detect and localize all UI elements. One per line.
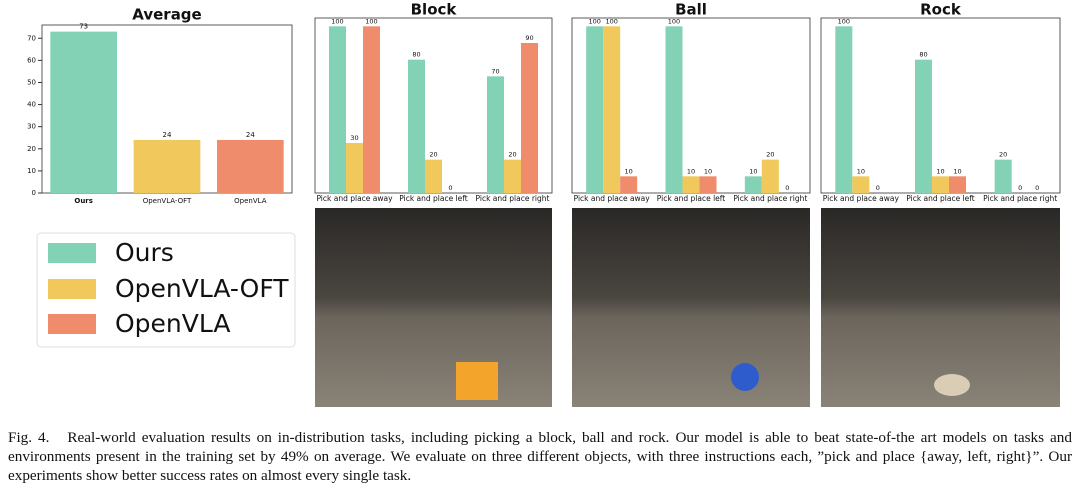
- value-label: 80: [412, 51, 420, 59]
- bar: [133, 139, 201, 193]
- legend-swatch: [48, 279, 96, 299]
- y-tick-label: 20: [27, 145, 36, 153]
- value-label: 0: [1018, 184, 1022, 192]
- bar: [761, 159, 779, 193]
- legend-swatch: [48, 314, 96, 334]
- x-tick-label: Pick and place left: [399, 194, 468, 203]
- bar: [408, 59, 425, 193]
- value-label: 70: [491, 67, 499, 75]
- value-label: 73: [79, 23, 88, 31]
- x-tick-label: Ours: [74, 197, 93, 205]
- bar: [425, 159, 442, 193]
- value-label: 100: [331, 17, 343, 25]
- chart-title: Block: [411, 1, 458, 19]
- block-object: [456, 362, 498, 400]
- value-label: 10: [749, 167, 757, 175]
- y-tick-label: 0: [32, 189, 36, 197]
- photo-block: [315, 208, 552, 407]
- value-label: 20: [766, 151, 774, 159]
- y-tick-label: 70: [27, 34, 36, 42]
- x-tick-label: Pick and place right: [476, 194, 550, 203]
- rock-object: [934, 374, 970, 396]
- bar: [50, 31, 118, 194]
- x-tick-label: Pick and place left: [657, 194, 726, 203]
- bar: [363, 26, 380, 194]
- bar: [665, 26, 683, 194]
- value-label: 100: [838, 17, 850, 25]
- x-tick-label: Pick and place away: [316, 194, 393, 203]
- bar: [603, 26, 621, 194]
- y-tick-label: 30: [27, 123, 36, 131]
- x-tick-label: Pick and place right: [733, 194, 807, 203]
- caption: Fig. 4. Real-world evaluation results on…: [8, 428, 1072, 485]
- bar: [852, 176, 870, 193]
- y-tick-label: 50: [27, 78, 36, 86]
- bar: [932, 176, 949, 193]
- photo-ball: [572, 208, 810, 407]
- bar: [329, 26, 346, 194]
- value-label: 10: [953, 167, 961, 175]
- value-label: 0: [785, 184, 789, 192]
- caption-label: Fig. 4.: [8, 429, 50, 446]
- bar: [915, 59, 932, 193]
- chart-title: Rock: [920, 1, 962, 19]
- bar: [586, 26, 604, 194]
- value-label: 20: [429, 151, 437, 159]
- legend-label: OpenVLA: [115, 309, 230, 338]
- legend: [36, 232, 296, 348]
- legend-label: OpenVLA-OFT: [115, 274, 289, 303]
- bar: [346, 143, 363, 193]
- value-label: 20: [999, 151, 1007, 159]
- bar: [744, 176, 762, 193]
- y-tick-label: 60: [27, 56, 36, 64]
- x-tick-label: Pick and place away: [574, 194, 651, 203]
- photo-rock: [821, 208, 1060, 407]
- value-label: 24: [246, 131, 255, 139]
- legend-swatch: [48, 243, 96, 263]
- value-label: 100: [365, 17, 377, 25]
- value-label: 90: [525, 34, 533, 42]
- chart-title: Average: [132, 6, 201, 24]
- value-label: 10: [687, 167, 695, 175]
- value-label: 0: [876, 184, 880, 192]
- bar: [835, 26, 853, 194]
- figure: Average 0 10 20 30 40 50 60 70 73 Ours 24 OpenVLA-OF…: [27, 1, 1061, 407]
- value-label: 100: [588, 17, 600, 25]
- value-label: 0: [448, 184, 452, 192]
- value-label: 0: [1035, 184, 1039, 192]
- y-tick-label: 40: [27, 101, 36, 109]
- x-tick-label: Pick and place right: [983, 194, 1057, 203]
- x-tick-label: Pick and place left: [906, 194, 975, 203]
- caption-text: Real-world evaluation results on in-dist…: [8, 429, 1072, 484]
- bar: [504, 159, 521, 193]
- value-label: 10: [625, 167, 633, 175]
- x-tick-label: Pick and place away: [823, 194, 900, 203]
- bar: [949, 176, 966, 193]
- value-label: 10: [936, 167, 944, 175]
- value-label: 20: [508, 151, 516, 159]
- value-label: 100: [605, 17, 617, 25]
- bar: [620, 176, 638, 193]
- value-label: 30: [350, 134, 358, 142]
- value-label: 10: [704, 167, 712, 175]
- value-label: 24: [163, 131, 172, 139]
- y-tick-label: 10: [27, 167, 36, 175]
- bar: [521, 43, 538, 193]
- x-tick-label: OpenVLA: [234, 197, 267, 205]
- ball-object: [731, 363, 759, 391]
- legend-label: Ours: [115, 238, 174, 267]
- bar: [217, 139, 284, 193]
- x-tick-label: OpenVLA-OFT: [143, 197, 192, 205]
- bar: [487, 76, 504, 193]
- value-label: 80: [919, 51, 927, 59]
- value-label: 100: [668, 17, 680, 25]
- value-label: 10: [857, 167, 865, 175]
- bar: [699, 176, 717, 193]
- bar: [682, 176, 700, 193]
- bar: [994, 159, 1012, 193]
- chart-title: Ball: [675, 1, 707, 19]
